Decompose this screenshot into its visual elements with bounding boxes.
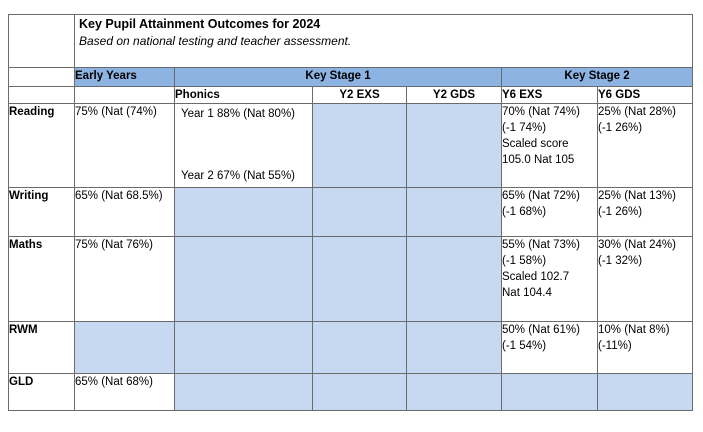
gld-y2-exs (312, 373, 407, 411)
header-y6-exs: Y6 EXS (501, 86, 598, 104)
maths-y6-exs-line: (-1 58%) (502, 255, 547, 267)
header-y6-gds: Y6 GDS (596, 86, 694, 104)
writing-early-years: 65% (Nat 68.5%) (74, 187, 175, 237)
maths-y6-exs-line: 55% (Nat 73%) (502, 239, 580, 251)
maths-y6-exs: 55% (Nat 73%) (-1 58%) Scaled 102.7 Nat … (501, 236, 598, 322)
maths-early-years: 75% (Nat 76%) (74, 236, 175, 322)
title-cell: Key Pupil Attainment Outcomes for 2024 B… (73, 14, 694, 68)
writing-phonics (174, 187, 313, 237)
reading-y2-gds (406, 103, 502, 188)
maths-y2-exs (312, 236, 407, 322)
sub-corner-cell (8, 86, 75, 104)
rwm-y6-exs: 50% (Nat 61%) (-1 54%) (501, 321, 598, 374)
maths-y6-gds-line: (-1 32%) (598, 255, 643, 267)
row-label-reading: Reading (8, 103, 75, 188)
header-phonics: Phonics (174, 86, 313, 104)
maths-y6-gds: 30% (Nat 24%) (-1 32%) (596, 236, 694, 322)
gld-y6-exs (501, 373, 598, 411)
header-key-stage-1: Key Stage 1 (174, 67, 502, 87)
writing-y6-exs-line: 65% (Nat 72%) (502, 190, 580, 202)
writing-y6-exs: 65% (Nat 72%) (-1 68%) (501, 187, 598, 237)
header-y2-exs: Y2 EXS (312, 86, 407, 104)
reading-y6-exs-line: Scaled score (502, 138, 569, 150)
table-subtitle: Based on national testing and teacher as… (79, 34, 352, 48)
reading-y6-gds-line: (-1 26%) (598, 122, 643, 134)
attainment-table: Key Pupil Attainment Outcomes for 2024 B… (8, 14, 694, 411)
header-early-years: Early Years (74, 67, 175, 87)
maths-y6-gds-line: 30% (Nat 24%) (598, 239, 676, 251)
writing-y6-exs-line: (-1 68%) (502, 206, 547, 218)
reading-early-years: 75% (Nat (74%) (74, 103, 175, 188)
reading-y6-gds-line: 25% (Nat 28%) (598, 106, 676, 118)
reading-phonics-year2: Year 2 67% (Nat 55%) (181, 170, 296, 182)
corner-cell (8, 14, 75, 68)
rwm-y6-gds: 10% (Nat 8%) (-11%) (596, 321, 694, 374)
gld-y2-gds (406, 373, 502, 411)
rwm-phonics (174, 321, 313, 374)
sub-empty-cell (74, 86, 175, 104)
gld-y6-gds (596, 373, 694, 411)
row-label-writing: Writing (8, 187, 75, 237)
writing-y6-gds: 25% (Nat 13%) (-1 26%) (596, 187, 694, 237)
table-row-writing: Writing 65% (Nat 68.5%) 65% (Nat 72%) (-… (8, 187, 694, 237)
reading-y6-exs-line: 70% (Nat 74%) (502, 106, 580, 118)
maths-y2-gds (406, 236, 502, 322)
maths-y6-exs-line: Nat 104.4 (502, 287, 552, 299)
reading-y6-gds: 25% (Nat 28%) (-1 26%) (596, 103, 694, 188)
gld-phonics (174, 373, 313, 411)
rwm-y2-exs (312, 321, 407, 374)
table-row-reading: Reading 75% (Nat (74%) Year 1 88% (Nat 8… (8, 103, 694, 188)
table-row-gld: GLD 65% (Nat 68%) (8, 373, 694, 411)
reading-y2-exs (312, 103, 407, 188)
rwm-y6-exs-line: 50% (Nat 61%) (502, 324, 580, 336)
row-label-gld: GLD (8, 373, 75, 411)
gld-early-years: 65% (Nat 68%) (74, 373, 175, 411)
table-title: Key Pupil Attainment Outcomes for 2024 (79, 17, 321, 31)
reading-phonics-year1: Year 1 88% (Nat 80%) (181, 108, 296, 120)
maths-y6-exs-line: Scaled 102.7 (502, 271, 570, 283)
table-row-maths: Maths 75% (Nat 76%) 55% (Nat 73%) (-1 58… (8, 236, 694, 322)
reading-phonics: Year 1 88% (Nat 80%) Year 2 67% (Nat 55%… (174, 103, 313, 188)
reading-y6-exs-line: 105.0 Nat 105 (502, 154, 575, 166)
table-row-rwm: RWM 50% (Nat 61%) (-1 54%) 10% (Nat 8%) … (8, 321, 694, 374)
reading-y6-exs-line: (-1 74%) (502, 122, 547, 134)
reading-y6-exs: 70% (Nat 74%) (-1 74%) Scaled score 105.… (501, 103, 598, 188)
writing-y6-gds-line: (-1 26%) (598, 206, 643, 218)
row-label-rwm: RWM (8, 321, 75, 374)
rwm-y2-gds (406, 321, 502, 374)
row-label-maths: Maths (8, 236, 75, 322)
maths-phonics (174, 236, 313, 322)
header-key-stage-2: Key Stage 2 (500, 67, 694, 87)
writing-y2-exs (312, 187, 407, 237)
rwm-y6-gds-line: 10% (Nat 8%) (598, 324, 670, 336)
rwm-y6-exs-line: (-1 54%) (502, 340, 547, 352)
rwm-y6-gds-line: (-11%) (598, 340, 632, 352)
writing-y2-gds (406, 187, 502, 237)
header-y2-gds: Y2 GDS (406, 86, 502, 104)
rwm-early-years (74, 321, 175, 374)
band-corner-cell (8, 67, 75, 87)
writing-y6-gds-line: 25% (Nat 13%) (598, 190, 676, 202)
